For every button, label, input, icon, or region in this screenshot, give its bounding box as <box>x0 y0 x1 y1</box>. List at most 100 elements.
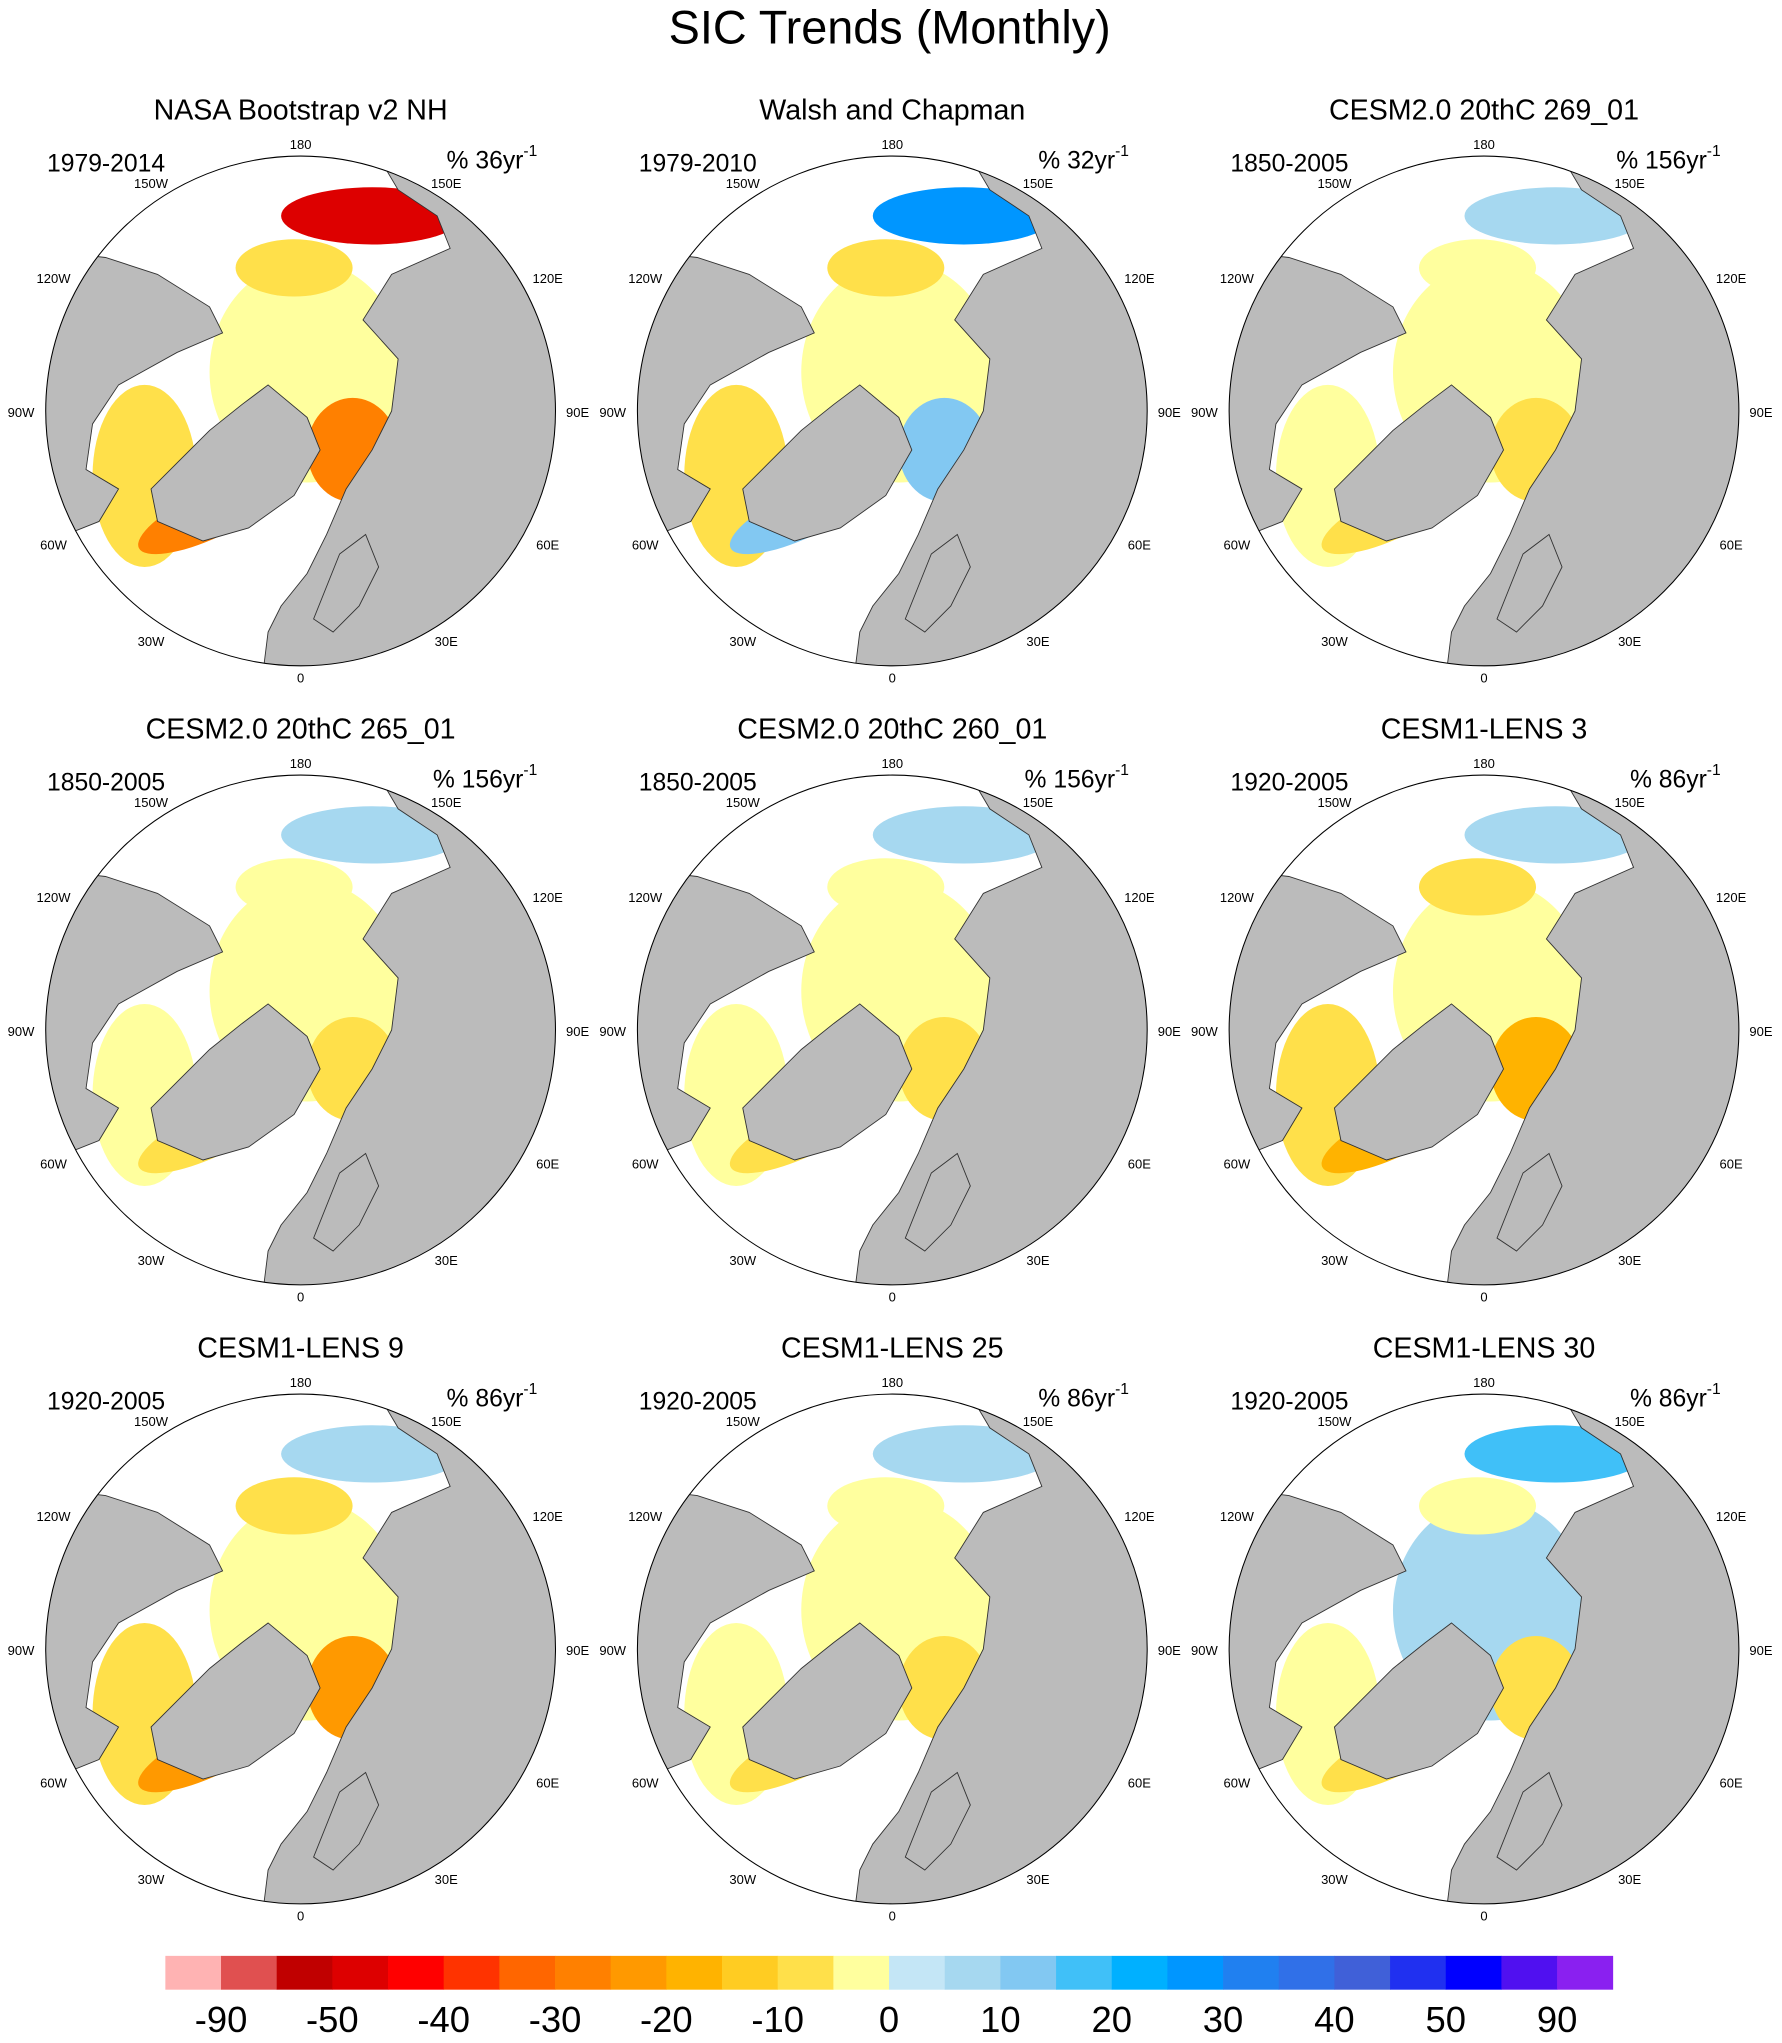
land <box>150 1622 321 1780</box>
map-border <box>45 155 557 667</box>
longitude-label: 150W <box>134 1414 169 1429</box>
panel-title: CESM2.0 20thC 269_01 <box>1329 94 1639 126</box>
trend-label: % 156yr-1 <box>1025 762 1129 793</box>
colorbar-box <box>833 1955 890 1990</box>
longitude-label: 120W <box>37 271 72 286</box>
longitude-label: 180 <box>881 756 903 771</box>
longitude-label: 30E <box>1618 634 1641 649</box>
colorbar-label: 50 <box>1425 1999 1466 2040</box>
longitude-label: 90E <box>1749 1024 1772 1039</box>
trend-text: % 36yr <box>447 147 524 174</box>
longitude-label: 60W <box>40 538 67 553</box>
map-content <box>637 156 1148 666</box>
trend-label: % 86yr-1 <box>447 1381 538 1412</box>
longitude-label: 120E <box>1716 1509 1747 1524</box>
longitude-label: 150W <box>726 176 761 191</box>
land <box>313 1771 380 1871</box>
colorbar-box <box>1445 1955 1502 1990</box>
colorbar-box <box>889 1955 946 1990</box>
longitude-label: 60W <box>1224 1776 1251 1791</box>
colorbar-box <box>1390 1955 1447 1990</box>
longitude-label: 120E <box>1124 271 1155 286</box>
trend-label: % 36yr-1 <box>447 143 538 174</box>
longitude-label: 30E <box>1026 634 1049 649</box>
colorbar-label: 10 <box>980 1999 1021 2040</box>
longitude-label: 120W <box>628 890 663 905</box>
longitude-label: 120W <box>1220 890 1255 905</box>
colorbar-box <box>276 1955 333 1990</box>
longitude-label: 0 <box>297 670 304 685</box>
longitude-label: 150W <box>1317 1414 1352 1429</box>
longitude-label: 0 <box>1480 670 1487 685</box>
longitude-label: 120E <box>1716 890 1747 905</box>
period-label: 1979-2014 <box>47 151 165 178</box>
longitude-label: 60W <box>40 1157 67 1172</box>
ice-region <box>235 858 353 916</box>
panel-title: CESM2.0 20thC 265_01 <box>146 713 456 745</box>
longitude-label: 30W <box>138 634 165 649</box>
trend-text: % 156yr <box>1025 766 1116 793</box>
map-panel: NASA Bootstrap v2 NH 1979-2014 % 36yr-1 180… <box>8 94 590 685</box>
longitude-label: 90W <box>8 405 35 420</box>
colorbar-label: 40 <box>1314 1999 1354 2040</box>
longitude-label: 60W <box>40 1776 67 1791</box>
panel-title: CESM1-LENS 9 <box>197 1332 404 1364</box>
longitude-label: 90E <box>566 1024 589 1039</box>
longitude-label: 90E <box>1749 405 1772 420</box>
longitude-label: 150W <box>1317 176 1352 191</box>
longitude-label: 60E <box>1720 1776 1743 1791</box>
colorbar-box <box>1557 1955 1614 1990</box>
map-panel: CESM2.0 20thC 269_01 1850-2005 % 156yr-1 18… <box>1191 94 1773 685</box>
land <box>261 1394 556 1904</box>
colorbar-box <box>332 1955 389 1990</box>
longitude-label: 60W <box>632 538 659 553</box>
period-label: 1920-2005 <box>47 1389 165 1416</box>
longitude-label: 60E <box>1720 1157 1743 1172</box>
longitude-label: 30E <box>1026 1872 1049 1887</box>
longitude-label: 180 <box>290 1375 312 1390</box>
colorbar-box <box>722 1955 779 1990</box>
map-border <box>636 1393 1148 1905</box>
land <box>261 775 556 1285</box>
land <box>261 156 556 666</box>
longitude-label: 150W <box>1317 795 1352 810</box>
ice-region <box>1418 1477 1537 1535</box>
map-content <box>1229 156 1739 666</box>
longitude-label: 90W <box>1191 405 1218 420</box>
longitude-label: 0 <box>889 1289 896 1304</box>
colorbar-box <box>221 1955 278 1990</box>
map-content <box>45 156 556 666</box>
longitude-label: 150W <box>134 795 169 810</box>
longitude-label: 30E <box>435 634 458 649</box>
longitude-label: 30W <box>729 1872 756 1887</box>
colorbar-box <box>944 1955 1001 1990</box>
longitude-label: 120E <box>1124 1509 1155 1524</box>
map-panel: CESM2.0 20thC 265_01 1850-2005 % 156yr-1 18… <box>8 713 590 1304</box>
land <box>904 1152 971 1252</box>
colorbar-label: -40 <box>417 1999 470 2040</box>
colorbar-label: -10 <box>751 1999 804 2040</box>
longitude-label: 120E <box>532 890 563 905</box>
colorbar-box <box>666 1955 723 1990</box>
map-panel: CESM1-LENS 3 1920-2005 % 86yr-1 180 150W 150E… <box>1191 713 1773 1304</box>
colorbar-box <box>1501 1955 1558 1990</box>
longitude-label: 180 <box>1473 137 1495 152</box>
colorbar-box <box>1056 1955 1113 1990</box>
longitude-label: 30E <box>1618 1872 1641 1887</box>
longitude-label: 120W <box>37 890 72 905</box>
colorbar-box <box>1334 1955 1391 1990</box>
longitude-label: 30E <box>1026 1253 1049 1268</box>
longitude-label: 180 <box>290 756 312 771</box>
colorbar-box <box>555 1955 612 1990</box>
longitude-label: 0 <box>1480 1289 1487 1304</box>
trend-text: % 156yr <box>1616 147 1707 174</box>
land <box>742 1003 913 1161</box>
longitude-label: 120E <box>532 1509 563 1524</box>
longitude-label: 30W <box>729 634 756 649</box>
trend-text: % 156yr <box>433 766 524 793</box>
longitude-label: 60W <box>632 1157 659 1172</box>
trend-exponent: -1 <box>523 143 537 160</box>
longitude-label: 30E <box>435 1253 458 1268</box>
